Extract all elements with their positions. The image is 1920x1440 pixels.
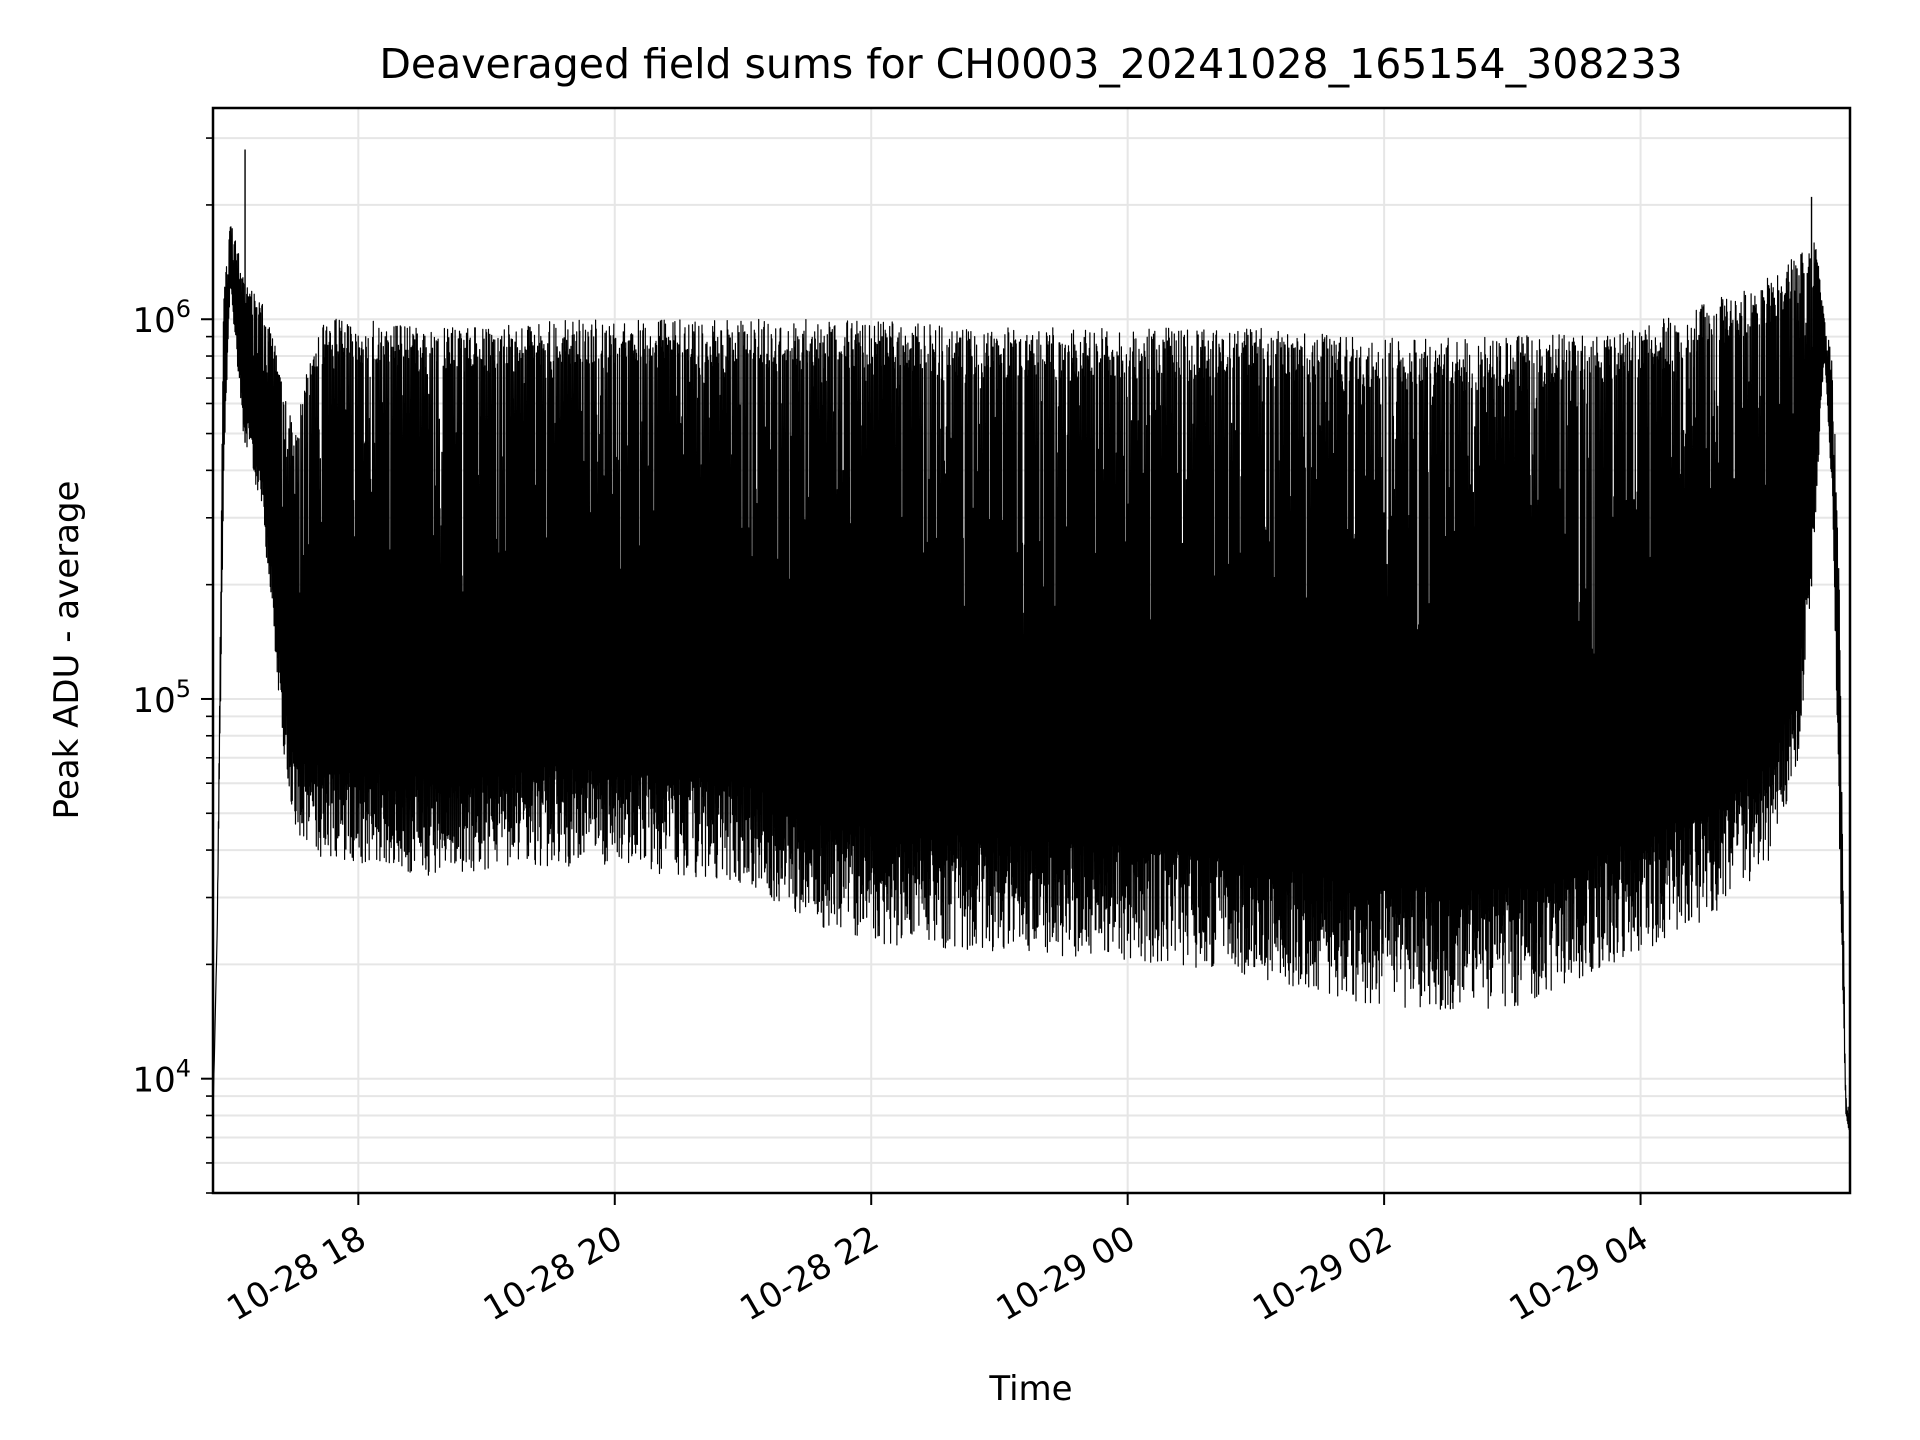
y-tick-label: 104 [132,1055,191,1101]
x-axis-label: Time [988,1369,1072,1409]
y-tick-exponent: 5 [176,675,191,703]
y-tick-base: 10 [132,301,175,341]
y-tick-label: 106 [132,295,191,341]
y-axis-label: Peak ADU - average [47,481,87,820]
y-tick-exponent: 6 [176,295,191,323]
plot-area [212,149,1851,1134]
y-tick-base: 10 [132,681,175,721]
y-tick-exponent: 4 [176,1055,191,1083]
chart-title: Deaveraged field sums for CH0003_2024102… [379,40,1682,88]
y-tick-label: 105 [132,675,191,721]
y-tick-base: 10 [132,1061,175,1101]
axes-frame [211,106,1852,1195]
series-line [212,226,1851,1134]
